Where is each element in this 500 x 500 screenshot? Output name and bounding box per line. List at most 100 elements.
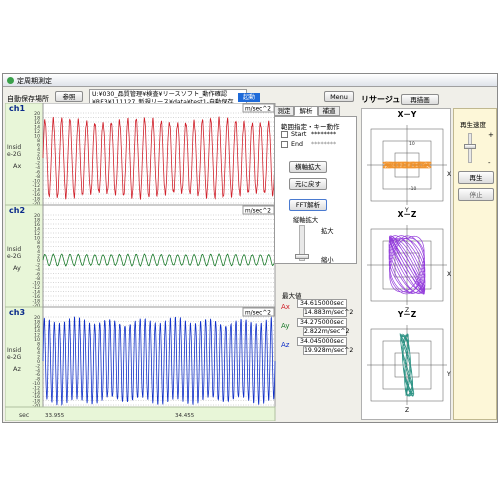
speed-plus: +: [488, 131, 494, 139]
channel-sidebar-label: e-2G: [7, 354, 22, 361]
y-tick-label: 16: [34, 324, 40, 330]
menu-button[interactable]: Menu: [324, 91, 354, 102]
channel-axis-name: Az: [13, 365, 21, 373]
zoom-vertical-label: 縦軸拡大: [293, 217, 319, 224]
max-time-value: 34.275000sec: [297, 318, 347, 327]
lissajous-v-axis-label: Y: [404, 207, 409, 214]
speed-minus: -: [488, 159, 491, 167]
vertical-zoom-track[interactable]: [299, 225, 305, 261]
y-tick-label: 4: [37, 249, 40, 255]
max-time-value: 34.615000sec: [297, 299, 347, 308]
y-tick-label: -16: [32, 192, 40, 198]
y-tick-label: 6: [37, 346, 40, 352]
tab-settings[interactable]: 補道: [318, 106, 340, 116]
channel-sidebar-label: Insid: [7, 246, 21, 253]
y-tick-label: 18: [34, 218, 40, 224]
y-tick-label: 4: [37, 147, 40, 153]
y-tick-label: 10: [34, 134, 40, 140]
redraw-button[interactable]: 再描画: [401, 94, 439, 105]
y-tick-label: -18: [32, 197, 40, 203]
lissajous-h-axis-label: X: [447, 171, 451, 178]
speed-handle[interactable]: [464, 144, 476, 149]
max-axis-label: Ay: [281, 322, 290, 330]
channel-axis-name: Ax: [13, 162, 21, 170]
y-tick-label: -2: [35, 161, 40, 167]
waveform-line: [42, 316, 276, 407]
lissajous-tick-label: 10: [409, 141, 415, 147]
y-tick-label: 18: [34, 319, 40, 325]
y-tick-label: 16: [34, 222, 40, 228]
tab-measure[interactable]: 測定: [274, 106, 294, 116]
y-tick-label: -10: [32, 281, 40, 287]
playback-panel: 再生速度 + - 再生 停止: [453, 108, 497, 420]
y-tick-label: 6: [37, 143, 40, 149]
y-tick-label: -8: [35, 174, 40, 180]
lissajous-title: リサージュ: [361, 95, 401, 104]
y-tick-label: 20: [34, 213, 40, 219]
speed-label: 再生速度: [460, 121, 486, 129]
max-value: 14.883m/sec^2: [303, 308, 354, 317]
fft-button[interactable]: FFT解析: [289, 199, 327, 211]
main-window: 定周期測定 自動保存場所 参照 U:¥030_品質管理¥検査¥リースソフト_動作…: [2, 73, 498, 423]
end-value: ********: [311, 141, 337, 148]
title-bar: 定周期測定: [3, 74, 497, 87]
y-tick-label: 8: [37, 341, 40, 347]
window-title: 定周期測定: [17, 77, 52, 85]
channel-unit: m/sec^2: [245, 107, 271, 113]
start-checkbox[interactable]: [281, 131, 288, 138]
vertical-zoom-handle[interactable]: [295, 254, 309, 259]
lissajous-v-axis-label: Z: [405, 407, 409, 414]
y-tick-label: -6: [35, 170, 40, 176]
time-axis-bar: [5, 406, 276, 421]
y-tick-label: 14: [34, 125, 40, 131]
y-tick-label: 20: [34, 111, 40, 117]
time-start-label: 33.955: [45, 413, 65, 419]
channel-sidebar-label: e-2G: [7, 151, 22, 158]
y-tick-label: -18: [32, 399, 40, 405]
waveform-line: [42, 116, 276, 200]
y-tick-label: -12: [32, 385, 40, 391]
lissajous-v-axis-label: Z: [405, 307, 409, 314]
y-tick-label: 14: [34, 328, 40, 334]
y-tick-label: 12: [34, 231, 40, 237]
y-tick-label: -20: [32, 303, 40, 309]
tab-analysis[interactable]: 解析: [294, 106, 318, 116]
restore-button[interactable]: 元に戻す: [289, 178, 327, 190]
y-tick-label: -16: [32, 294, 40, 300]
play-button[interactable]: 再生: [458, 171, 494, 184]
save-path-line-1: U:¥030_品質管理¥検査¥リースソフト_動作確認: [92, 91, 228, 98]
y-tick-label: 16: [34, 120, 40, 126]
app-icon: [7, 77, 14, 84]
stop-button[interactable]: 停止: [458, 188, 494, 201]
browse-button[interactable]: 参照: [55, 91, 83, 102]
y-tick-label: -10: [32, 179, 40, 185]
range-title: 範囲指定・キー動作: [281, 123, 340, 131]
max-value: 19.928m/sec^2: [303, 346, 354, 355]
y-tick-label: -8: [35, 276, 40, 282]
y-tick-label: 20: [34, 315, 40, 321]
y-tick-label: 8: [37, 138, 40, 144]
lissajous-plot-title: Y－Z: [397, 310, 417, 319]
lissajous-panel: X－Y X Y 10 -10 X－Z X Z Y－Z Y Z: [361, 108, 451, 420]
lissajous-tick-label: -10: [409, 186, 416, 192]
zoom-horizontal-button[interactable]: 横軸拡大: [289, 161, 327, 173]
y-tick-label: 2: [37, 254, 40, 260]
channel-sidebar-label: Insid: [7, 347, 21, 354]
lissajous-plot-title: X－Z: [398, 210, 417, 219]
analysis-panel: 範囲指定・キー動作 Start ******** End ******** 横軸…: [274, 116, 357, 264]
y-tick-label: 12: [34, 333, 40, 339]
y-tick-label: -4: [35, 165, 40, 171]
max-value: 2.822m/sec^2: [303, 327, 350, 336]
channel-sidebar-label: e-2G: [7, 253, 22, 260]
unit-box: [242, 307, 275, 317]
y-tick-label: -14: [32, 290, 40, 296]
end-checkbox[interactable]: [281, 141, 288, 148]
end-label: End: [291, 141, 303, 148]
start-label: Start: [291, 131, 307, 138]
lissajous-curve: [399, 333, 415, 397]
y-tick-label: -6: [35, 372, 40, 378]
time-unit: sec: [19, 412, 29, 419]
y-tick-label: 0: [37, 359, 40, 365]
channel-name: ch3: [9, 308, 25, 317]
y-tick-label: -8: [35, 377, 40, 383]
